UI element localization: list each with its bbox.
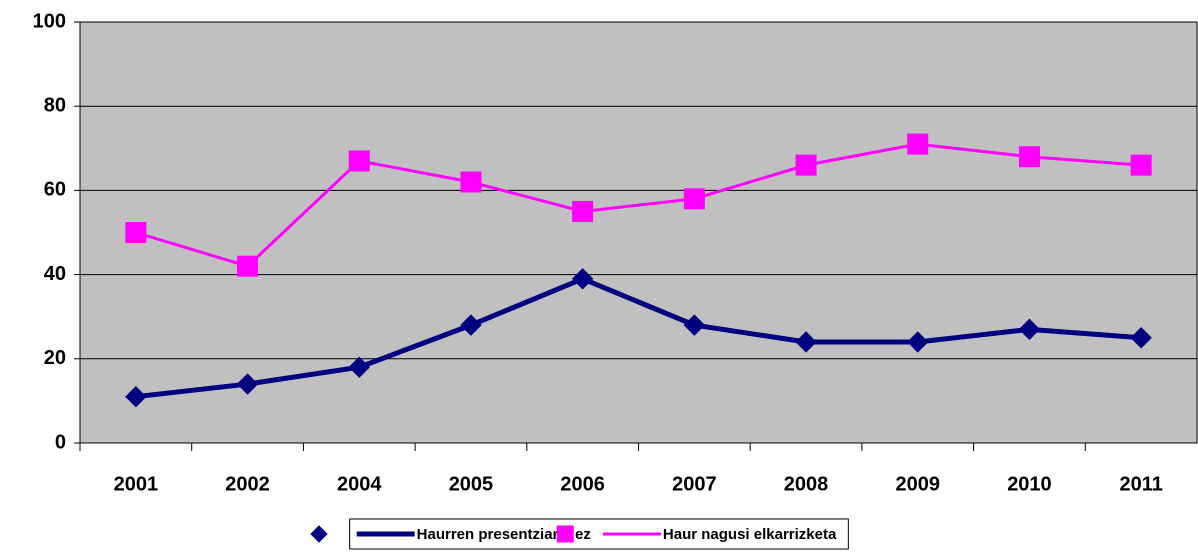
x-tick-label: 2007 xyxy=(672,473,717,495)
legend-box xyxy=(349,518,849,550)
marker xyxy=(125,222,147,243)
x-tick-label: 2002 xyxy=(225,473,270,495)
legend: Haurren presentziarik ez Haur nagusi elka… xyxy=(349,518,849,550)
y-tick-label: 100 xyxy=(33,10,66,32)
marker xyxy=(556,525,574,543)
marker xyxy=(1130,327,1152,349)
x-tick-label: 2009 xyxy=(896,473,941,495)
marker xyxy=(1018,318,1041,341)
y-tick-label: 40 xyxy=(44,263,66,285)
x-tick-label: 2004 xyxy=(337,473,382,495)
marker xyxy=(237,255,259,277)
y-tick-label: 80 xyxy=(44,94,66,116)
x-tick-label: 2010 xyxy=(1007,473,1052,495)
legend-label: Haur nagusi elkarrizketa xyxy=(663,526,837,543)
marker xyxy=(348,356,370,378)
series-line xyxy=(135,142,1142,268)
marker xyxy=(907,133,929,155)
x-tick-label: 2005 xyxy=(449,473,494,495)
marker xyxy=(795,154,817,176)
legend-label: Haurren presentziarik ez xyxy=(417,526,591,543)
y-tick-label: 20 xyxy=(44,347,66,369)
marker xyxy=(460,314,482,336)
x-tick-label: 2001 xyxy=(114,473,159,495)
marker xyxy=(1018,146,1040,168)
marker xyxy=(572,200,594,222)
marker xyxy=(683,314,706,336)
marker xyxy=(310,525,328,543)
x-tick-label: 2008 xyxy=(784,473,829,495)
series-line xyxy=(135,276,1142,400)
marker xyxy=(907,331,929,353)
plot-area xyxy=(79,21,1198,444)
marker xyxy=(348,150,370,172)
y-tick-label: 0 xyxy=(55,431,66,453)
marker xyxy=(795,331,817,353)
marker xyxy=(1130,154,1152,176)
y-tick-label: 60 xyxy=(44,179,66,201)
marker xyxy=(571,268,594,290)
marker xyxy=(125,385,147,408)
marker xyxy=(236,373,259,395)
marker xyxy=(460,171,482,193)
x-tick-label: 2006 xyxy=(560,473,605,495)
x-tick-label: 2011 xyxy=(1119,473,1162,495)
marker xyxy=(683,188,705,210)
